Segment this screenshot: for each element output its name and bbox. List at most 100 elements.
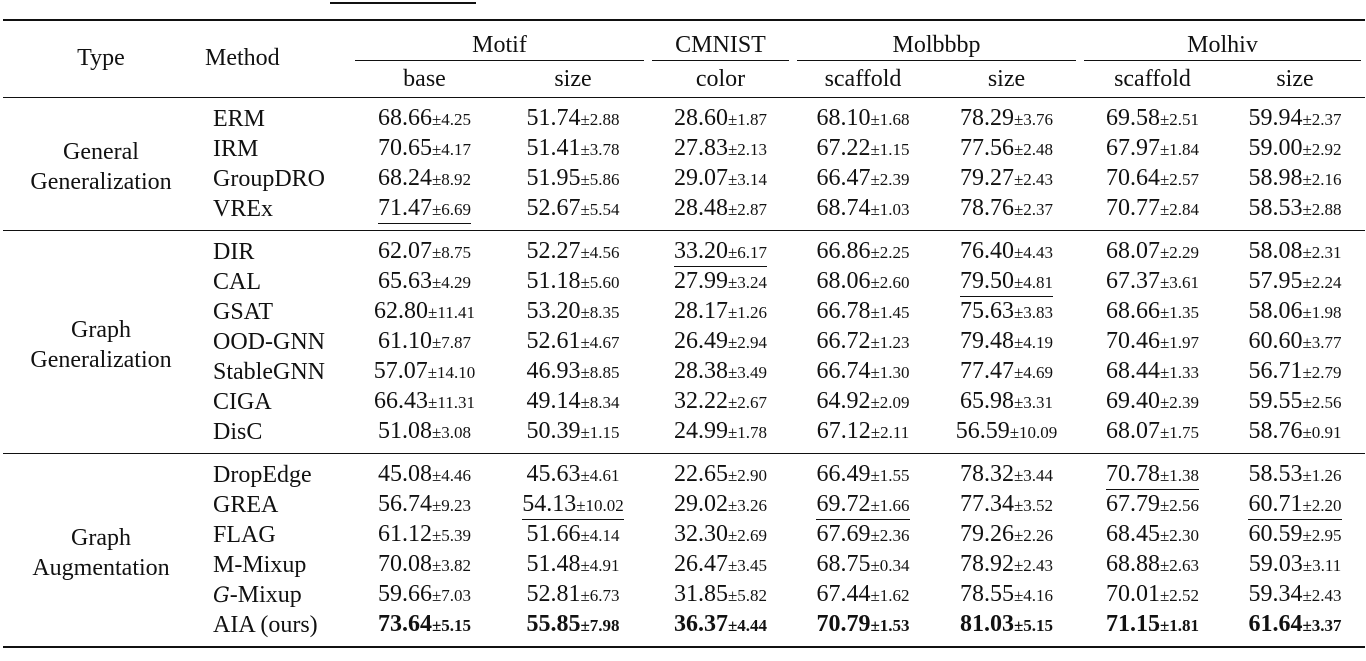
mean: 33.20 <box>673 238 728 264</box>
mean: 58.06 <box>1248 298 1303 324</box>
previous-text-line-cutoff <box>0 0 1366 8</box>
mean: 69.40 <box>1105 388 1160 414</box>
std: ±1.26 <box>727 303 768 322</box>
table-row: FLAG 61.12±5.39 51.66±4.14 32.30±2.69 67.69±… <box>3 520 1365 550</box>
second-best-value: 79.50±4.81 <box>959 268 1054 297</box>
metric-value: 59.00±2.92 <box>1248 134 1341 164</box>
value-cell: 58.06±1.98 <box>1225 297 1365 327</box>
value-cell: 58.76±0.91 <box>1225 417 1365 454</box>
std: ±1.33 <box>1159 363 1200 382</box>
std: ±4.29 <box>431 273 472 292</box>
value-cell: 77.47±4.69 <box>933 357 1080 387</box>
value-cell: 66.43±11.31 <box>351 387 498 417</box>
mean: 77.47 <box>959 358 1014 384</box>
metric-value: 67.22±1.15 <box>816 134 909 164</box>
std: ±2.57 <box>1159 170 1200 189</box>
header-dataset-cmnist: CMNIST <box>648 20 793 61</box>
metric-value: 28.60±1.87 <box>674 104 767 134</box>
table-row: General Generalization ERM 68.66±4.25 51.74±… <box>3 98 1365 195</box>
std: ±1.75 <box>1159 423 1200 442</box>
header-split: size <box>554 65 592 92</box>
mean: 70.01 <box>1105 581 1160 607</box>
header-dataset-molhiv: Molhiv <box>1080 20 1365 61</box>
header-rule <box>797 60 1076 61</box>
value-cell: 76.40±4.43 <box>933 231 1080 268</box>
mean: 66.78 <box>816 298 871 324</box>
mean: 68.07 <box>1105 418 1160 444</box>
metric-value: 58.76±0.91 <box>1248 417 1341 447</box>
method-cell: OOD-GNN <box>199 327 351 357</box>
std: ±5.82 <box>727 586 768 605</box>
mean: 79.48 <box>959 328 1014 354</box>
value-cell: 61.10±7.87 <box>351 327 498 357</box>
metric-value: 32.30±2.69 <box>674 520 767 550</box>
value-cell: 52.67±5.54 <box>498 194 648 231</box>
metric-value: 59.03±3.11 <box>1249 550 1341 580</box>
type-cell: Graph Augmentation <box>3 454 199 648</box>
table-row: VREx 71.47±6.69 52.67±5.54 28.48±2.87 68.74±… <box>3 194 1365 231</box>
header-split: scaffold <box>824 65 902 92</box>
mean: 70.64 <box>1105 165 1160 191</box>
mean: 70.08 <box>377 551 432 577</box>
value-cell: 66.78±1.45 <box>793 297 933 327</box>
value-cell: 59.94±2.37 <box>1225 98 1365 135</box>
metric-value: 26.47±3.45 <box>674 550 767 580</box>
value-cell: 61.12±5.39 <box>351 520 498 550</box>
mean: 28.48 <box>673 195 728 221</box>
mean: 79.27 <box>959 165 1014 191</box>
std: ±3.83 <box>1013 303 1054 322</box>
std: ±4.56 <box>580 243 620 262</box>
std: ±2.11 <box>870 423 910 442</box>
method-name: CAL <box>213 268 261 295</box>
std: ±4.69 <box>1013 363 1054 382</box>
std: ±3.82 <box>431 556 472 575</box>
std: ±2.39 <box>870 170 910 189</box>
metric-value: 67.37±3.61 <box>1106 267 1199 297</box>
mean: 22.65 <box>673 461 728 487</box>
metric-value: 52.27±4.56 <box>526 237 619 267</box>
mean: 45.63 <box>526 461 581 487</box>
metric-value: 77.47±4.69 <box>960 357 1053 387</box>
std: ±1.26 <box>1302 466 1342 485</box>
value-cell: 65.63±4.29 <box>351 267 498 297</box>
value-cell: 66.86±2.25 <box>793 231 933 268</box>
value-cell: 68.75±0.34 <box>793 550 933 580</box>
metric-value: 70.46±1.97 <box>1106 327 1199 357</box>
mean: 27.99 <box>673 268 728 294</box>
mean: 78.76 <box>959 195 1014 221</box>
value-cell: 67.12±2.11 <box>793 417 933 454</box>
second-best-value: 69.72±1.66 <box>816 491 910 520</box>
metric-value: 79.26±2.26 <box>960 520 1053 550</box>
std: ±3.14 <box>727 170 768 189</box>
std: ±0.34 <box>870 556 910 575</box>
std: ±2.63 <box>1159 556 1200 575</box>
mean: 58.08 <box>1248 238 1303 264</box>
value-cell: 69.58±2.51 <box>1080 98 1225 135</box>
std: ±3.08 <box>431 423 472 442</box>
mean: 31.85 <box>673 581 728 607</box>
mean: 26.47 <box>673 551 728 577</box>
std: ±3.37 <box>1302 616 1342 635</box>
metric-value: 50.39±1.15 <box>526 417 619 447</box>
mean: 59.03 <box>1248 551 1303 577</box>
header-type: Type <box>77 44 125 71</box>
table-section: General Generalization ERM 68.66±4.25 51.74±… <box>3 97 1365 231</box>
value-cell: 51.41±3.78 <box>498 134 648 164</box>
std: ±1.55 <box>870 466 910 485</box>
metric-value: 51.18±5.60 <box>526 267 619 297</box>
value-cell: 64.92±2.09 <box>793 387 933 417</box>
metric-value: 68.24±8.92 <box>378 164 471 194</box>
value-cell: 57.95±2.24 <box>1225 267 1365 297</box>
table-row: M-Mixup 70.08±3.82 51.48±4.91 26.47±3.45 68.… <box>3 550 1365 580</box>
value-cell: 70.01±2.52 <box>1080 580 1225 610</box>
method-name: DisC <box>213 418 263 445</box>
value-cell: 78.32±3.44 <box>933 454 1080 491</box>
value-cell: 67.69±2.36 <box>793 520 933 550</box>
mean: 36.37 <box>673 611 728 637</box>
value-cell: 27.99±3.24 <box>648 267 793 297</box>
metric-value: 49.14±8.34 <box>526 387 619 417</box>
metric-value: 75.63±3.83 <box>960 297 1053 327</box>
value-cell: 68.44±1.33 <box>1080 357 1225 387</box>
std: ±3.24 <box>727 273 768 292</box>
metric-value: 51.41±3.78 <box>526 134 619 164</box>
